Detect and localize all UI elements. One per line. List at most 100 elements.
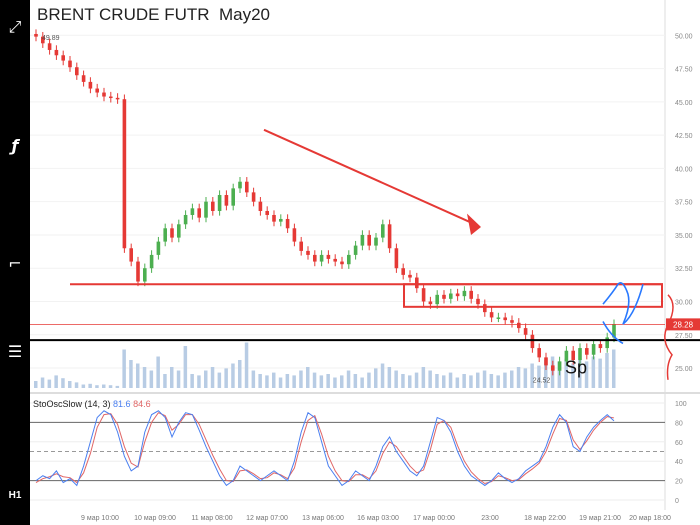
price-tick-label: 37.50: [675, 200, 693, 207]
volume-bar: [136, 363, 140, 388]
timeframe-label[interactable]: H1: [8, 490, 22, 501]
candle-body: [612, 324, 616, 338]
candle-body: [442, 294, 446, 299]
x-tick-label: 10 мар 09:00: [134, 515, 176, 522]
volume-bar: [598, 358, 602, 388]
candle-body: [143, 268, 147, 282]
candle-body: [496, 317, 501, 319]
candle-body: [285, 218, 290, 229]
volume-bar: [74, 382, 79, 388]
candle-body: [115, 97, 120, 100]
candle-body: [170, 228, 174, 238]
candle-body: [251, 192, 256, 202]
volume-bar: [346, 370, 351, 388]
volume-bar: [156, 356, 160, 388]
oscillator-d-line: [35, 412, 615, 485]
candle-body: [367, 234, 371, 246]
candle-body: [81, 75, 86, 82]
settings-icon[interactable]: ☰: [7, 341, 23, 361]
volume-bar: [516, 367, 521, 388]
volume-bar: [544, 360, 548, 388]
volume-bar: [265, 375, 269, 388]
candle-body: [571, 350, 575, 361]
sidebar-toolbar: ⤢ ƒ ⌐ ☰ H1: [0, 0, 30, 525]
blue-projection-drawing: [602, 282, 644, 325]
volume-bar: [319, 375, 324, 388]
volume-bar: [115, 385, 120, 388]
low-price-label: 24.52: [533, 377, 551, 384]
volume-bar: [40, 377, 45, 388]
volume-bar: [448, 372, 453, 388]
candle-body: [156, 241, 161, 255]
drawing-tools-icon[interactable]: ⌐: [8, 253, 22, 273]
volume-bar: [496, 375, 500, 388]
trend-arrow-line: [263, 128, 476, 226]
volume-bar: [353, 374, 358, 388]
oscillator-name: StoOscSlow (14, 3): [33, 399, 111, 409]
candle-body: [585, 348, 589, 355]
volume-bar: [571, 363, 575, 388]
candle-body: [483, 304, 487, 313]
volume-bar: [401, 374, 405, 388]
volume-bar: [380, 363, 385, 388]
price-tick-label: 27.50: [675, 333, 693, 340]
candle-body: [544, 357, 548, 366]
candle-body: [347, 254, 351, 265]
fullscreen-icon[interactable]: ⤢: [8, 17, 22, 36]
oscillator-tick-label: 0: [675, 498, 679, 505]
volume-bar: [163, 374, 167, 388]
volume-bar: [108, 385, 113, 388]
candle-body: [374, 237, 378, 246]
oscillator-label: StoOscSlow (14, 3) 81.6 84.6: [33, 399, 151, 409]
price-tick-label: 32.50: [675, 266, 693, 273]
indicators-icon[interactable]: ƒ: [11, 135, 19, 155]
candle-body: [340, 261, 344, 265]
candle-body: [224, 195, 229, 206]
oscillator-tick-label: 100: [675, 401, 687, 408]
volume-bar: [272, 372, 276, 388]
candle-body: [353, 245, 358, 255]
volume-bar: [428, 370, 432, 388]
candle-body: [449, 293, 453, 299]
volume-bar: [326, 374, 330, 388]
candle-body: [136, 261, 140, 282]
candle-body: [415, 277, 419, 289]
candle-body: [489, 312, 494, 318]
volume-bar: [170, 367, 174, 388]
price-tick-label: 25.00: [675, 366, 693, 373]
oscillator-d-value: 84.6: [133, 399, 151, 409]
volume-bar: [469, 375, 473, 388]
volume-bar: [435, 374, 439, 388]
candle-body: [163, 228, 167, 242]
candle-body: [462, 290, 467, 297]
candle-body: [435, 294, 439, 305]
volume-bar: [333, 377, 337, 388]
volume-bar: [421, 367, 426, 388]
volume-bar: [54, 375, 58, 388]
volume-bar: [367, 372, 371, 388]
volume-bar: [455, 377, 460, 388]
candle-body: [537, 348, 541, 358]
price-panel: [30, 0, 665, 388]
chart-title: BRENT CRUDE FUTR May20: [37, 5, 270, 24]
candle-body: [245, 181, 249, 193]
volume-bar: [503, 372, 507, 388]
red-bracket-drawing: [664, 294, 674, 380]
candle-body: [183, 214, 188, 225]
price-tick-label: 30.00: [675, 299, 693, 306]
candle-body: [326, 254, 331, 259]
oscillator-k-line: [35, 410, 615, 487]
candle-body: [272, 214, 276, 222]
candle-body: [428, 301, 433, 305]
volume-bar: [523, 368, 528, 388]
price-tick-label: 42.50: [675, 133, 693, 140]
volume-bar: [258, 374, 262, 388]
candle-body: [47, 43, 52, 50]
volume-bar: [88, 383, 92, 388]
price-tick-label: 35.00: [675, 233, 693, 240]
candle-body: [299, 241, 303, 251]
current-price-tag: [666, 318, 700, 331]
volume-bar: [278, 377, 283, 388]
candle-body: [517, 322, 521, 329]
